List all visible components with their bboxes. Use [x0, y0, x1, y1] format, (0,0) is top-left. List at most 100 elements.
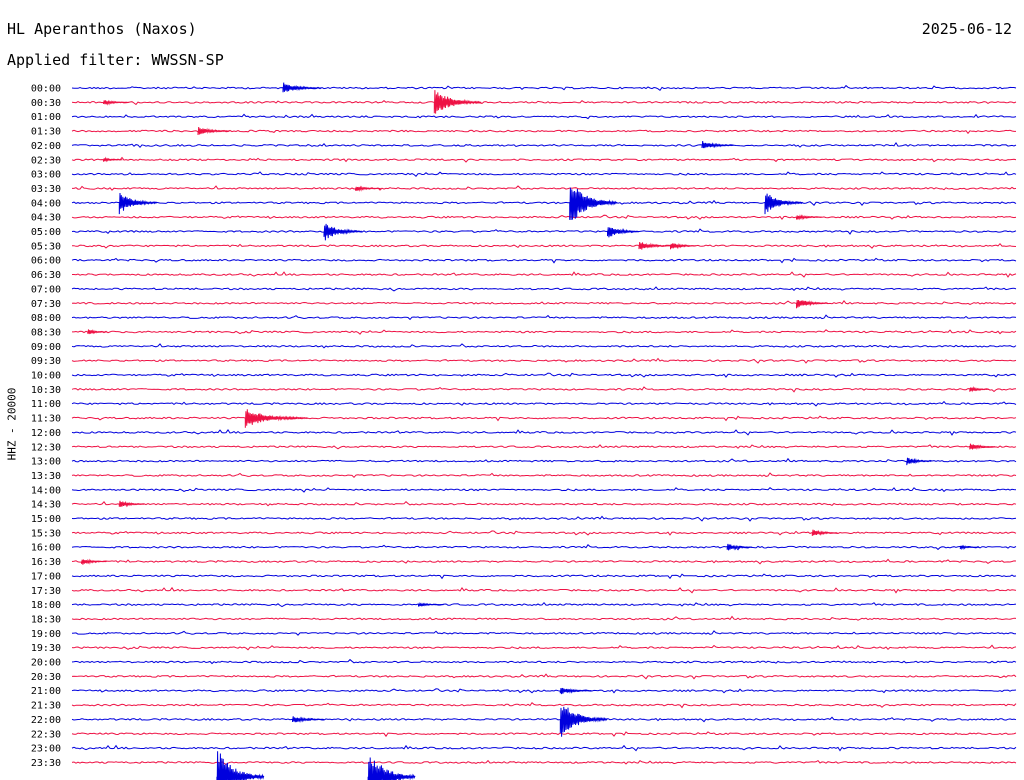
event-burst: [197, 126, 230, 136]
time-label: 22:30: [31, 729, 61, 740]
trace-row: [71, 84, 1017, 92]
time-label: 12:30: [31, 442, 61, 453]
trace-row: [71, 429, 1017, 436]
event-burst: [559, 706, 608, 737]
time-label: 01:30: [31, 127, 61, 138]
trace-row: [71, 242, 1017, 249]
trace-row: [71, 673, 1017, 680]
trace-row: [71, 644, 1017, 651]
event-burst: [569, 187, 618, 221]
event-burst: [638, 241, 671, 250]
trace-row: [71, 357, 1017, 364]
trace-row: [71, 415, 1017, 422]
trace-row: [71, 314, 1017, 321]
time-label: 15:30: [31, 528, 61, 539]
time-label: 15:00: [31, 514, 61, 525]
event-burst: [969, 443, 996, 450]
time-label: 20:00: [31, 658, 61, 669]
event-burst: [216, 751, 265, 780]
time-label: 05:30: [31, 241, 61, 252]
time-label: 04:00: [31, 198, 61, 209]
event-burst: [282, 82, 321, 93]
trace-row: [71, 701, 1017, 709]
time-label: 17:30: [31, 586, 61, 597]
time-labels: 00:00 00:30 01:00 01:30 02:00 02:30 03:00 03:30…: [31, 84, 61, 769]
time-label: 12:00: [31, 428, 61, 439]
trace-row: [71, 688, 1017, 694]
time-label: 04:30: [31, 213, 61, 224]
event-burst: [244, 409, 308, 428]
trace-row: [71, 544, 1017, 551]
trace-row: [71, 214, 1017, 221]
event-burst: [367, 757, 416, 780]
filter-label: Applied filter: WWSSN-SP: [7, 51, 224, 69]
trace-row: [71, 501, 1017, 507]
event-burst: [959, 544, 980, 551]
trace-row: [71, 658, 1017, 665]
time-label: 06:30: [31, 270, 61, 281]
trace-lines: [71, 84, 1017, 766]
event-burst: [670, 243, 696, 250]
trace-row: [71, 744, 1017, 752]
time-label: 14:30: [31, 500, 61, 511]
time-label: 22:00: [31, 715, 61, 726]
time-label: 05:00: [31, 227, 61, 238]
time-label: 02:00: [31, 141, 61, 152]
time-label: 08:00: [31, 313, 61, 324]
event-bursts: [81, 82, 996, 780]
time-label: 21:00: [31, 686, 61, 697]
trace-row: [71, 113, 1017, 120]
trace-row: [71, 630, 1017, 636]
trace-row: [71, 601, 1017, 608]
time-label: 23:00: [31, 744, 61, 755]
event-burst: [701, 140, 734, 149]
trace-row: [71, 573, 1017, 580]
event-burst: [292, 716, 325, 723]
time-label: 09:00: [31, 342, 61, 353]
trace-row: [71, 558, 1017, 565]
plot-date: 2025-06-12: [921, 20, 1012, 38]
time-label: 13:30: [31, 471, 61, 482]
event-burst: [87, 329, 107, 335]
event-burst: [796, 214, 822, 221]
time-label: 19:00: [31, 629, 61, 640]
event-burst: [796, 300, 829, 309]
time-label: 07:00: [31, 284, 61, 295]
trace-row: [71, 472, 1017, 479]
time-label: 18:00: [31, 600, 61, 611]
event-burst: [323, 223, 363, 241]
trace-row: [71, 444, 1017, 450]
station-title: HL Aperanthos (Naxos): [7, 20, 197, 38]
time-label: 23:30: [31, 758, 61, 769]
time-label: 00:00: [31, 84, 61, 95]
trace-row: [71, 515, 1017, 522]
time-label: 17:00: [31, 571, 61, 582]
event-burst: [81, 558, 107, 565]
trace-row: [71, 759, 1017, 766]
trace-row: [71, 228, 1017, 235]
trace-row: [71, 343, 1017, 349]
event-burst: [726, 543, 753, 551]
trace-row: [72, 329, 1017, 335]
time-label: 19:30: [31, 643, 61, 654]
time-label: 06:00: [31, 256, 61, 267]
time-label: 16:00: [31, 543, 61, 554]
time-label: 10:30: [31, 385, 61, 396]
trace-row: [71, 257, 1017, 264]
time-label: 11:00: [31, 399, 61, 410]
trace-row: [71, 372, 1017, 378]
trace-row: [72, 271, 1017, 278]
time-label: 08:30: [31, 327, 61, 338]
trace-row: [71, 286, 1017, 292]
event-burst: [355, 185, 381, 192]
event-burst: [969, 386, 989, 393]
time-label: 14:00: [31, 485, 61, 496]
time-label: 16:30: [31, 557, 61, 568]
event-burst: [811, 529, 838, 536]
trace-row: [71, 100, 1017, 106]
trace-row: [71, 530, 1017, 536]
time-label: 07:30: [31, 299, 61, 310]
time-label: 03:30: [31, 184, 61, 195]
trace-row: [71, 487, 1017, 493]
